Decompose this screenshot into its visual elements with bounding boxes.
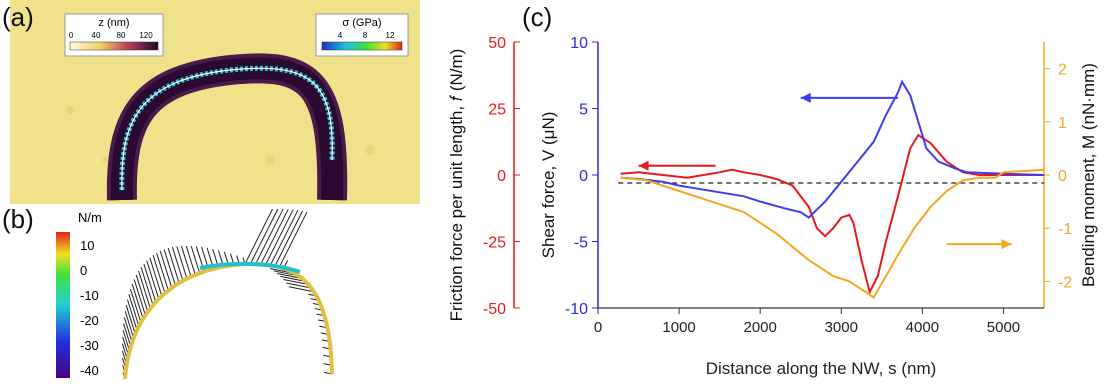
shear-arrow-head: [800, 92, 811, 103]
friction-colorbar-unit: N/m: [78, 210, 102, 225]
x-tick-label: 4000: [906, 319, 939, 336]
shear-tick-label: -5: [574, 235, 588, 252]
friction-vector: [180, 245, 192, 277]
friction-tick-label: 25: [488, 102, 506, 119]
sigma-tick: 12: [386, 31, 395, 40]
friction-vector: [140, 267, 154, 306]
friction-vector: [167, 248, 180, 284]
friction-vector: [255, 208, 284, 265]
friction-vector: [288, 286, 314, 293]
friction-axis-label: Friction force per unit length, 𝑓 (N/m): [447, 49, 466, 322]
friction-vector: [283, 279, 309, 285]
friction-vector: [146, 260, 160, 300]
shear-axis-label: Shear force, V (μN): [539, 112, 558, 259]
friction-vector: [124, 311, 135, 339]
friction-tick: -40: [80, 363, 99, 378]
x-tick-label: 3000: [825, 319, 858, 336]
x-tick-label: 2000: [743, 319, 776, 336]
panel-label-c: (c): [522, 2, 553, 32]
friction-vector: [138, 270, 151, 309]
afm-topography-image: z (nm) 0 40 80 120 σ (GPa) 4 8 12: [10, 0, 420, 204]
friction-vector: [131, 283, 144, 320]
friction-vector: [249, 208, 279, 265]
z-colorbar-gradient: [69, 41, 159, 51]
friction-vector: [176, 246, 188, 279]
sigma-colorbar-gradient: [321, 41, 403, 51]
friction-tick-label: -50: [483, 301, 506, 318]
shear-tick-label: 5: [579, 102, 588, 119]
moment-tick-label: 1: [1058, 115, 1067, 132]
friction-vector: [126, 299, 138, 331]
friction-arrow-head: [638, 160, 649, 171]
friction-tick: -20: [80, 313, 99, 328]
friction-tick-label: 0: [497, 168, 506, 185]
x-tick-label: 0: [594, 319, 602, 336]
sigma-colorbar-title: σ (GPa): [342, 17, 381, 29]
friction-vector: [274, 210, 303, 267]
friction-vectors: [121, 208, 333, 380]
friction-vector: [123, 317, 133, 343]
shear-tick-label: 0: [579, 168, 588, 185]
moment-tick-label: 2: [1058, 62, 1067, 79]
friction-vector-svg: N/m 10 0 -10 -20 -30 -40: [56, 208, 334, 380]
friction-tick: -10: [80, 288, 99, 303]
friction-vector: [125, 305, 136, 335]
friction-tick: 10: [80, 238, 94, 253]
friction-colorbar-gradient: [56, 232, 70, 378]
x-axis-label: Distance along the NW, s (nm): [706, 359, 937, 378]
moment-tick-label: -2: [1058, 274, 1072, 291]
friction-tick: -30: [80, 338, 99, 353]
moment-tick-label: 0: [1058, 168, 1067, 185]
moment-tick-label: -1: [1058, 221, 1072, 238]
sigma-tick: 4: [338, 31, 343, 40]
friction-vector: [135, 274, 149, 313]
panel-label-a: (a): [2, 2, 34, 32]
friction-vector: [123, 323, 132, 347]
friction-vector: [149, 257, 163, 297]
nanowire-profile: [123, 261, 334, 380]
moment-series-line: [620, 168, 1045, 299]
x-tick-label: 1000: [662, 319, 695, 336]
friction-vector: [156, 252, 169, 291]
friction-vector: [269, 209, 299, 266]
friction-vector: [159, 250, 173, 289]
z-tick: 0: [69, 31, 74, 40]
shear-series-line: [620, 79, 1045, 219]
friction-vector: [143, 263, 157, 303]
shear-tick-label: -10: [565, 301, 588, 318]
friction-vector: [190, 245, 201, 274]
z-tick: 80: [117, 31, 126, 40]
friction-tick-label: -25: [483, 235, 506, 252]
friction-vector: [278, 211, 308, 268]
panel-label-b: (b): [2, 204, 34, 234]
friction-vector: [286, 282, 312, 289]
shear-tick-label: 10: [570, 35, 588, 52]
friction-vector: [129, 288, 142, 323]
z-tick: 40: [92, 31, 101, 40]
friction-vector: [185, 245, 196, 276]
moment-axis-label: Bending moment, M (nN·mm): [1079, 63, 1098, 287]
friction-vector: [133, 279, 146, 316]
friction-vector: [265, 209, 294, 265]
z-colorbar-title: z (nm): [98, 17, 129, 29]
friction-vector: [152, 255, 166, 294]
friction-vector: [171, 247, 184, 282]
friction-vector: [244, 208, 273, 265]
friction-tick: 0: [80, 263, 87, 278]
moment-arrow-head: [1001, 239, 1012, 250]
friction-vector: [260, 208, 289, 265]
friction-vector: [163, 249, 176, 286]
sigma-tick: 8: [363, 31, 368, 40]
afm-image-svg: z (nm) 0 40 80 120 σ (GPa) 4 8 12: [10, 0, 420, 204]
friction-series-line: [620, 133, 1044, 295]
z-tick: 120: [139, 31, 153, 40]
force-moment-chart: 50 25 0 -25 -50 10 5 0 -5 -10 2 1 0 -1 -2 0 1000 2000 3000…: [420, 0, 1104, 382]
friction-vector-panel: N/m 10 0 -10 -20 -30 -40: [0, 204, 420, 382]
friction-vector: [128, 294, 140, 327]
friction-vector: [280, 275, 306, 282]
x-tick-label: 5000: [987, 319, 1020, 336]
nanowire-centerline: [121, 67, 333, 191]
friction-tick-label: 50: [488, 35, 506, 52]
